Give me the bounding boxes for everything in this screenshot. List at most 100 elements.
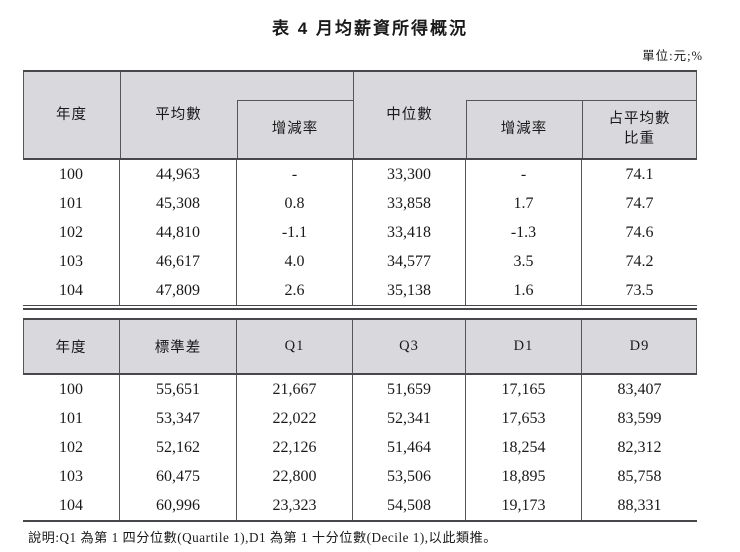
unit-label: 單位:元;% bbox=[642, 49, 703, 63]
table-cell: 18,895 bbox=[466, 462, 582, 491]
summary-table-body: 100 44,963 - 33,300 - 74.1 101 45,308 0.… bbox=[23, 160, 697, 305]
table-cell: 103 bbox=[23, 462, 120, 491]
table-cell: 33,418 bbox=[353, 218, 466, 247]
table-cell: 103 bbox=[23, 247, 120, 276]
table-cell: -1.3 bbox=[466, 218, 582, 247]
table-row: 104 47,809 2.6 35,138 1.6 73.5 bbox=[23, 276, 697, 305]
table-cell: 82,312 bbox=[617, 438, 662, 456]
header-left-rule bbox=[23, 320, 24, 373]
table-cell: 53,347 bbox=[120, 404, 237, 433]
header-ratio-line2: 比重 bbox=[624, 131, 655, 147]
table-cell: 19,173 bbox=[466, 491, 582, 520]
table-cell: 104 bbox=[23, 276, 120, 305]
table-cell: 104 bbox=[23, 491, 120, 520]
table-row: 100 55,651 21,667 51,659 17,165 83,407 bbox=[23, 375, 697, 404]
table-cell: 3.5 bbox=[466, 247, 582, 276]
subheader-divider-rule bbox=[582, 100, 583, 158]
header-ratio-to-mean: 占平均數 比重 bbox=[582, 100, 697, 158]
table-row: 100 44,963 - 33,300 - 74.1 bbox=[23, 160, 697, 189]
table-cell: 102 bbox=[23, 218, 120, 247]
table-cell: 83,599 bbox=[617, 409, 662, 427]
footnote: 說明:Q1 為第 1 四分位數(Quartile 1),D1 為第 1 十分位數… bbox=[28, 530, 497, 545]
header-ratio-line1: 占平均數 bbox=[608, 111, 671, 127]
table-cell: 102 bbox=[23, 433, 120, 462]
header-std-dev: 標準差 bbox=[120, 320, 237, 373]
table-cell: 21,667 bbox=[237, 375, 353, 404]
table-cell: 1.7 bbox=[466, 189, 582, 218]
dispersion-table-body: 100 55,651 21,667 51,659 17,165 83,407 1… bbox=[23, 375, 697, 520]
table-row: 104 60,996 23,323 54,508 19,173 88,331 bbox=[23, 491, 697, 520]
header-year: 年度 bbox=[23, 320, 120, 373]
table-cell: 17,165 bbox=[466, 375, 582, 404]
header-q1: Q1 bbox=[237, 320, 353, 373]
table-row: 101 45,308 0.8 33,858 1.7 74.7 bbox=[23, 189, 697, 218]
header-right-rule bbox=[696, 320, 697, 373]
table-cell: 51,659 bbox=[353, 375, 466, 404]
table-cell: 52,341 bbox=[353, 404, 466, 433]
table-cell: 88,331 bbox=[617, 496, 662, 514]
table-row: 103 60,475 22,800 53,506 18,895 85,758 bbox=[23, 462, 697, 491]
header-year: 年度 bbox=[56, 107, 87, 123]
table-cell: 73.5 bbox=[625, 281, 654, 299]
header-d9: D9 bbox=[629, 338, 650, 354]
table-cell: 33,858 bbox=[353, 189, 466, 218]
table-cell: 54,508 bbox=[353, 491, 466, 520]
table-cell: - bbox=[466, 160, 582, 189]
table-bottom-double-rule bbox=[23, 305, 697, 310]
table-cell: 22,800 bbox=[237, 462, 353, 491]
table-cell: -1.1 bbox=[237, 218, 353, 247]
table-cell: 83,407 bbox=[617, 380, 662, 398]
dispersion-table: 年度 標準差 Q1 Q3 D1 D9 100 55,651 21,667 51,… bbox=[23, 318, 697, 522]
table-bottom-rule bbox=[23, 520, 697, 522]
table-cell: 53,506 bbox=[353, 462, 466, 491]
table-cell: 22,022 bbox=[237, 404, 353, 433]
table-cell: 33,300 bbox=[353, 160, 466, 189]
subheader-top-rule bbox=[237, 100, 353, 101]
table-cell: 35,138 bbox=[353, 276, 466, 305]
subheader-top-rule bbox=[466, 100, 697, 101]
header-d1: D1 bbox=[466, 320, 582, 373]
table-cell: 44,963 bbox=[120, 160, 237, 189]
table-cell: 74.7 bbox=[625, 194, 654, 212]
table-cell: 55,651 bbox=[120, 375, 237, 404]
subheader-divider-rule bbox=[466, 100, 467, 158]
table-cell: 101 bbox=[23, 189, 120, 218]
header-median: 中位數 bbox=[386, 107, 433, 123]
table-cell: 46,617 bbox=[120, 247, 237, 276]
table-cell: 51,464 bbox=[353, 433, 466, 462]
page-title: 表 4 月均薪資所得概況 bbox=[272, 19, 468, 38]
table-cell: 22,126 bbox=[237, 433, 353, 462]
table-cell: 74.2 bbox=[625, 252, 654, 270]
table-cell: 0.8 bbox=[237, 189, 353, 218]
table-cell: 74.1 bbox=[625, 165, 654, 183]
table-cell: 2.6 bbox=[237, 276, 353, 305]
subheader-divider-rule bbox=[237, 100, 238, 158]
summary-table-header: 年度 平均數 增減率 中位數 增減率 占平均數 比重 bbox=[23, 70, 697, 160]
table-cell: 4.0 bbox=[237, 247, 353, 276]
table-cell: 74.6 bbox=[625, 223, 654, 241]
header-median-change-rate: 增減率 bbox=[500, 121, 548, 137]
table-row: 101 53,347 22,022 52,341 17,653 83,599 bbox=[23, 404, 697, 433]
dispersion-table-header: 年度 標準差 Q1 Q3 D1 D9 bbox=[23, 318, 697, 375]
table-cell: 34,577 bbox=[353, 247, 466, 276]
table-cell: 23,323 bbox=[237, 491, 353, 520]
header-mean: 平均數 bbox=[155, 107, 202, 123]
header-q3: Q3 bbox=[353, 320, 466, 373]
table-cell: 18,254 bbox=[466, 433, 582, 462]
table-cell: 100 bbox=[23, 375, 120, 404]
table-cell: 47,809 bbox=[120, 276, 237, 305]
header-right-rule bbox=[696, 72, 697, 158]
header-left-rule bbox=[23, 72, 24, 158]
table-cell: 85,758 bbox=[617, 467, 662, 485]
table-cell: 100 bbox=[23, 160, 120, 189]
table-cell: 45,308 bbox=[120, 189, 237, 218]
table-cell: 101 bbox=[23, 404, 120, 433]
header-divider-rule bbox=[353, 72, 354, 158]
table-cell: 60,996 bbox=[120, 491, 237, 520]
table-cell: 44,810 bbox=[120, 218, 237, 247]
header-mean-change-rate: 增減率 bbox=[271, 121, 319, 137]
table-cell: 1.6 bbox=[466, 276, 582, 305]
table-cell: - bbox=[237, 160, 353, 189]
table-cell: 17,653 bbox=[466, 404, 582, 433]
